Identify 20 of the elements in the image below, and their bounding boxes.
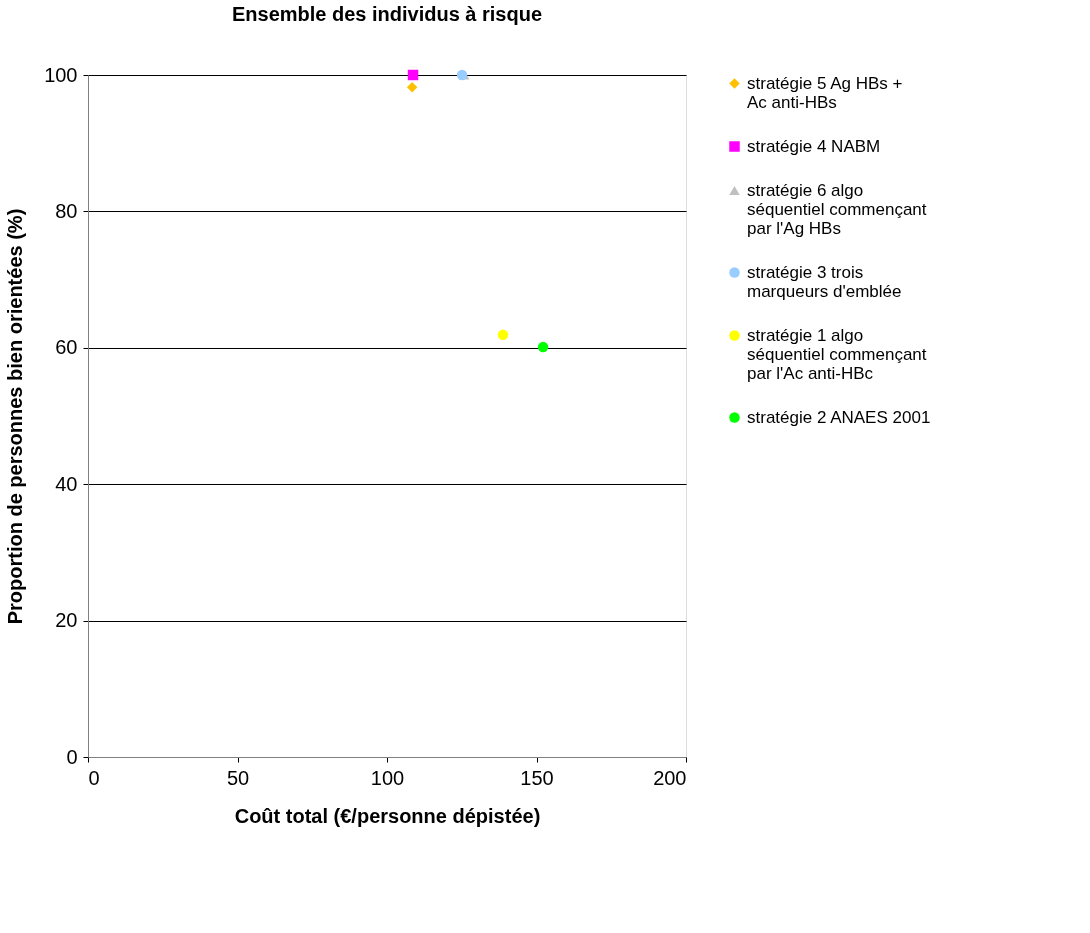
y-axis-title: Proportion de personnes bien orientées (%)	[4, 208, 27, 625]
x-tick-label: 150	[520, 766, 554, 789]
y-tick-label: 20	[55, 609, 78, 632]
legend-label: stratégie 1 algo séquentiel commençant par l'Ac anti-HBc	[747, 325, 927, 383]
y-tick-label: 60	[55, 336, 78, 359]
y-tick-label: 40	[55, 472, 78, 495]
x-tick-label: 50	[226, 766, 250, 789]
x-tick-label: 100	[370, 766, 405, 789]
legend-label: stratégie 6 algo séquentiel commençant par l'Ag HBs	[747, 180, 927, 238]
legend-label: stratégie 4 NABM	[747, 136, 881, 156]
x-axis-title: Coût total (€/personne dépistée)	[234, 804, 541, 827]
legend-label: stratégie 3 trois marqueurs d'emblée	[747, 262, 902, 301]
chart-title: Ensemble des individus à risque	[231, 3, 543, 25]
y-tick-label: 0	[66, 745, 78, 768]
x-tick-label: 200	[653, 766, 687, 789]
y-tick-label: 100	[44, 63, 78, 86]
legend-label: stratégie 5 Ag HBs + Ac anti-HBs	[747, 73, 903, 112]
y-tick-label: 80	[55, 199, 78, 222]
x-tick-label: 0	[88, 766, 100, 789]
legend-label: stratégie 2 ANAES 2001	[747, 407, 931, 427]
